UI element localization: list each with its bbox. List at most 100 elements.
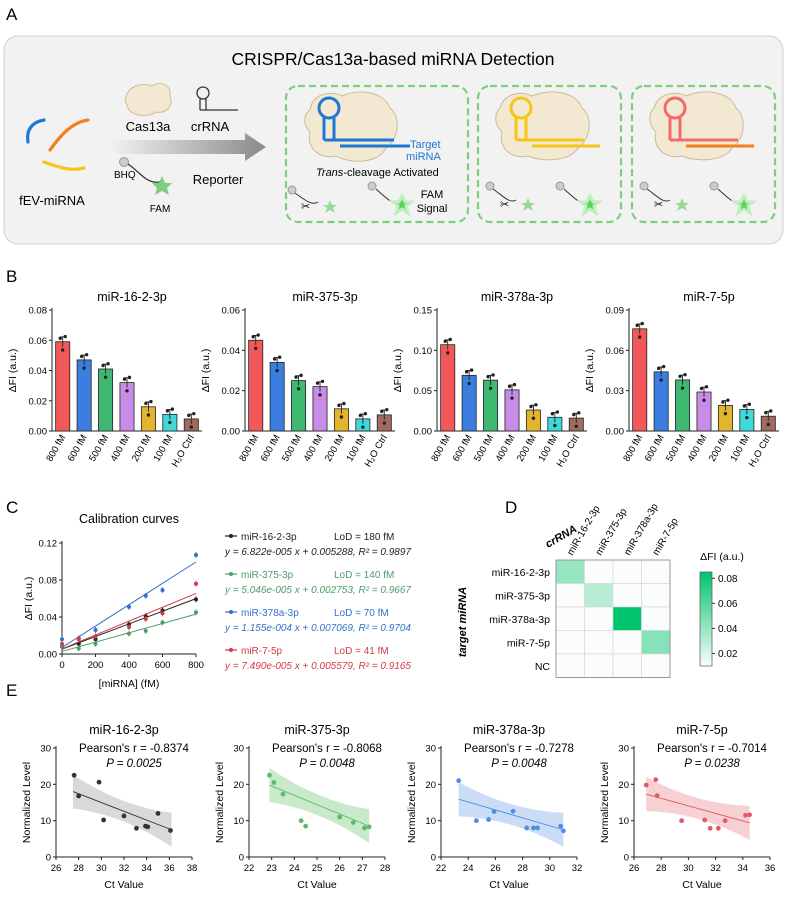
legend-lod: LoD = 70 fM [334,608,389,619]
replicate-dot [272,357,277,361]
replicate-dot [187,413,191,418]
data-point [558,823,564,829]
pearson-r-label: Pearson's r = -0.7014 [657,743,768,755]
cas13a-label: Cas13a [126,119,172,134]
replicate-dot [464,370,469,374]
heatmap-frame [555,559,671,678]
data-point [473,818,479,824]
replicate-dot [446,351,450,355]
x-tick-label: 800 fM [429,433,453,464]
colorbar [699,571,713,667]
data-point [267,772,272,778]
replicate-dot [294,375,298,379]
heatmap-cell [555,653,585,678]
x-tick-label: 34 [738,863,749,874]
replicate-dot [678,374,682,379]
replicate-dot [103,375,108,379]
heatmap-cell [641,606,671,631]
data-point [271,780,277,785]
panel-b-letter: B [6,267,17,286]
y-tick-label: 30 [618,744,629,755]
replicate-dot [510,396,514,400]
legend-series-name: miR-375-3p [241,570,294,581]
x-tick-label: 32 [710,863,721,874]
data-point [93,641,98,646]
replicate-dot [318,393,322,397]
scatter-y-label: Normalized Level [406,762,418,843]
heatmap-col-label: miR-7-5p [651,516,681,557]
legend-marker [229,648,233,652]
heatmap-row-label: miR-16-2-3p [492,567,551,579]
heatmap-cell [584,653,614,678]
fam-signal-label-2: Signal [417,203,448,215]
heatmap-cell [584,583,614,608]
x-tick-label: 200 fM [323,433,347,464]
detection-box-yellow [476,84,623,224]
pearson-r-label: Pearson's r = -0.8068 [272,743,382,755]
x-tick-label: 22 [244,863,255,874]
workflow-arrow [110,133,266,161]
regression-line [458,798,564,831]
data-point [722,818,728,824]
x-tick-label: 0 [59,660,64,671]
data-point [366,824,372,830]
regression-line [269,784,370,827]
panel-a-letter: A [6,5,18,24]
scatter-title: miR-7-5p [676,723,727,737]
replicate-dot [165,409,170,413]
fev-mirna-icon [26,118,90,171]
x-tick-label: 400 [121,660,137,671]
replicate-dot [574,424,578,428]
trans-cleavage-label: Trans-cleavage Activated [316,167,439,179]
data-point [101,817,106,823]
heatmap-cell [555,559,585,584]
heatmap-cell [584,630,614,655]
heatmap-cell [612,606,642,631]
x-tick-label: 400 fM [302,433,326,464]
data-point [143,628,148,633]
bar-y-axis-label: ΔFI (a.u.) [584,349,596,393]
x-tick-label: 600 fM [259,433,283,464]
replicate-dot [361,425,365,429]
data-point [76,793,82,799]
scatter-title: miR-375-3p [284,723,349,737]
replicate-dot [659,378,663,382]
replicate-dot [125,389,129,393]
y-tick-label: 0.04 [222,346,241,357]
data-point [653,777,659,783]
data-point [160,588,165,593]
heatmap-cell [641,583,671,608]
replicate-dot [661,364,666,369]
data-point [60,637,64,642]
bar [76,359,92,432]
cleavage-blue-icon: ✂ [287,181,416,217]
replicate-dot [555,410,560,414]
x-tick-label: 800 fM [44,433,68,464]
replicate-dot [699,386,704,391]
replicate-dot [339,415,344,419]
replicate-dot [251,335,255,339]
legend-lod: LoD = 140 fM [334,570,394,581]
heatmap-row-label: NC [535,661,551,673]
colorbar-title: ΔFI (a.u.) [700,551,744,563]
scatter-x-label: Ct Value [297,879,337,891]
heatmap-cell [612,559,642,584]
replicate-dot [745,415,749,420]
y-tick-label: 0.03 [606,386,625,397]
y-tick-label: 0.05 [414,386,433,397]
x-tick-label: 23 [266,863,277,874]
legend-marker [229,534,233,538]
bar-y-axis-label: ΔFI (a.u.) [200,349,212,393]
x-tick-label: 27 [357,863,368,874]
bar-chart-title: miR-16-2-3p [97,290,167,304]
data-point [145,824,151,830]
data-point [747,812,752,818]
x-tick-label: 800 [188,660,204,671]
panel-e-letter: E [6,681,17,700]
x-tick-label: 26 [490,863,501,874]
y-tick-label: 0.00 [606,427,625,438]
y-tick-label: 0.04 [29,366,48,377]
replicate-dot [84,352,89,357]
replicate-dot [149,399,153,404]
replicate-dot [635,323,639,328]
